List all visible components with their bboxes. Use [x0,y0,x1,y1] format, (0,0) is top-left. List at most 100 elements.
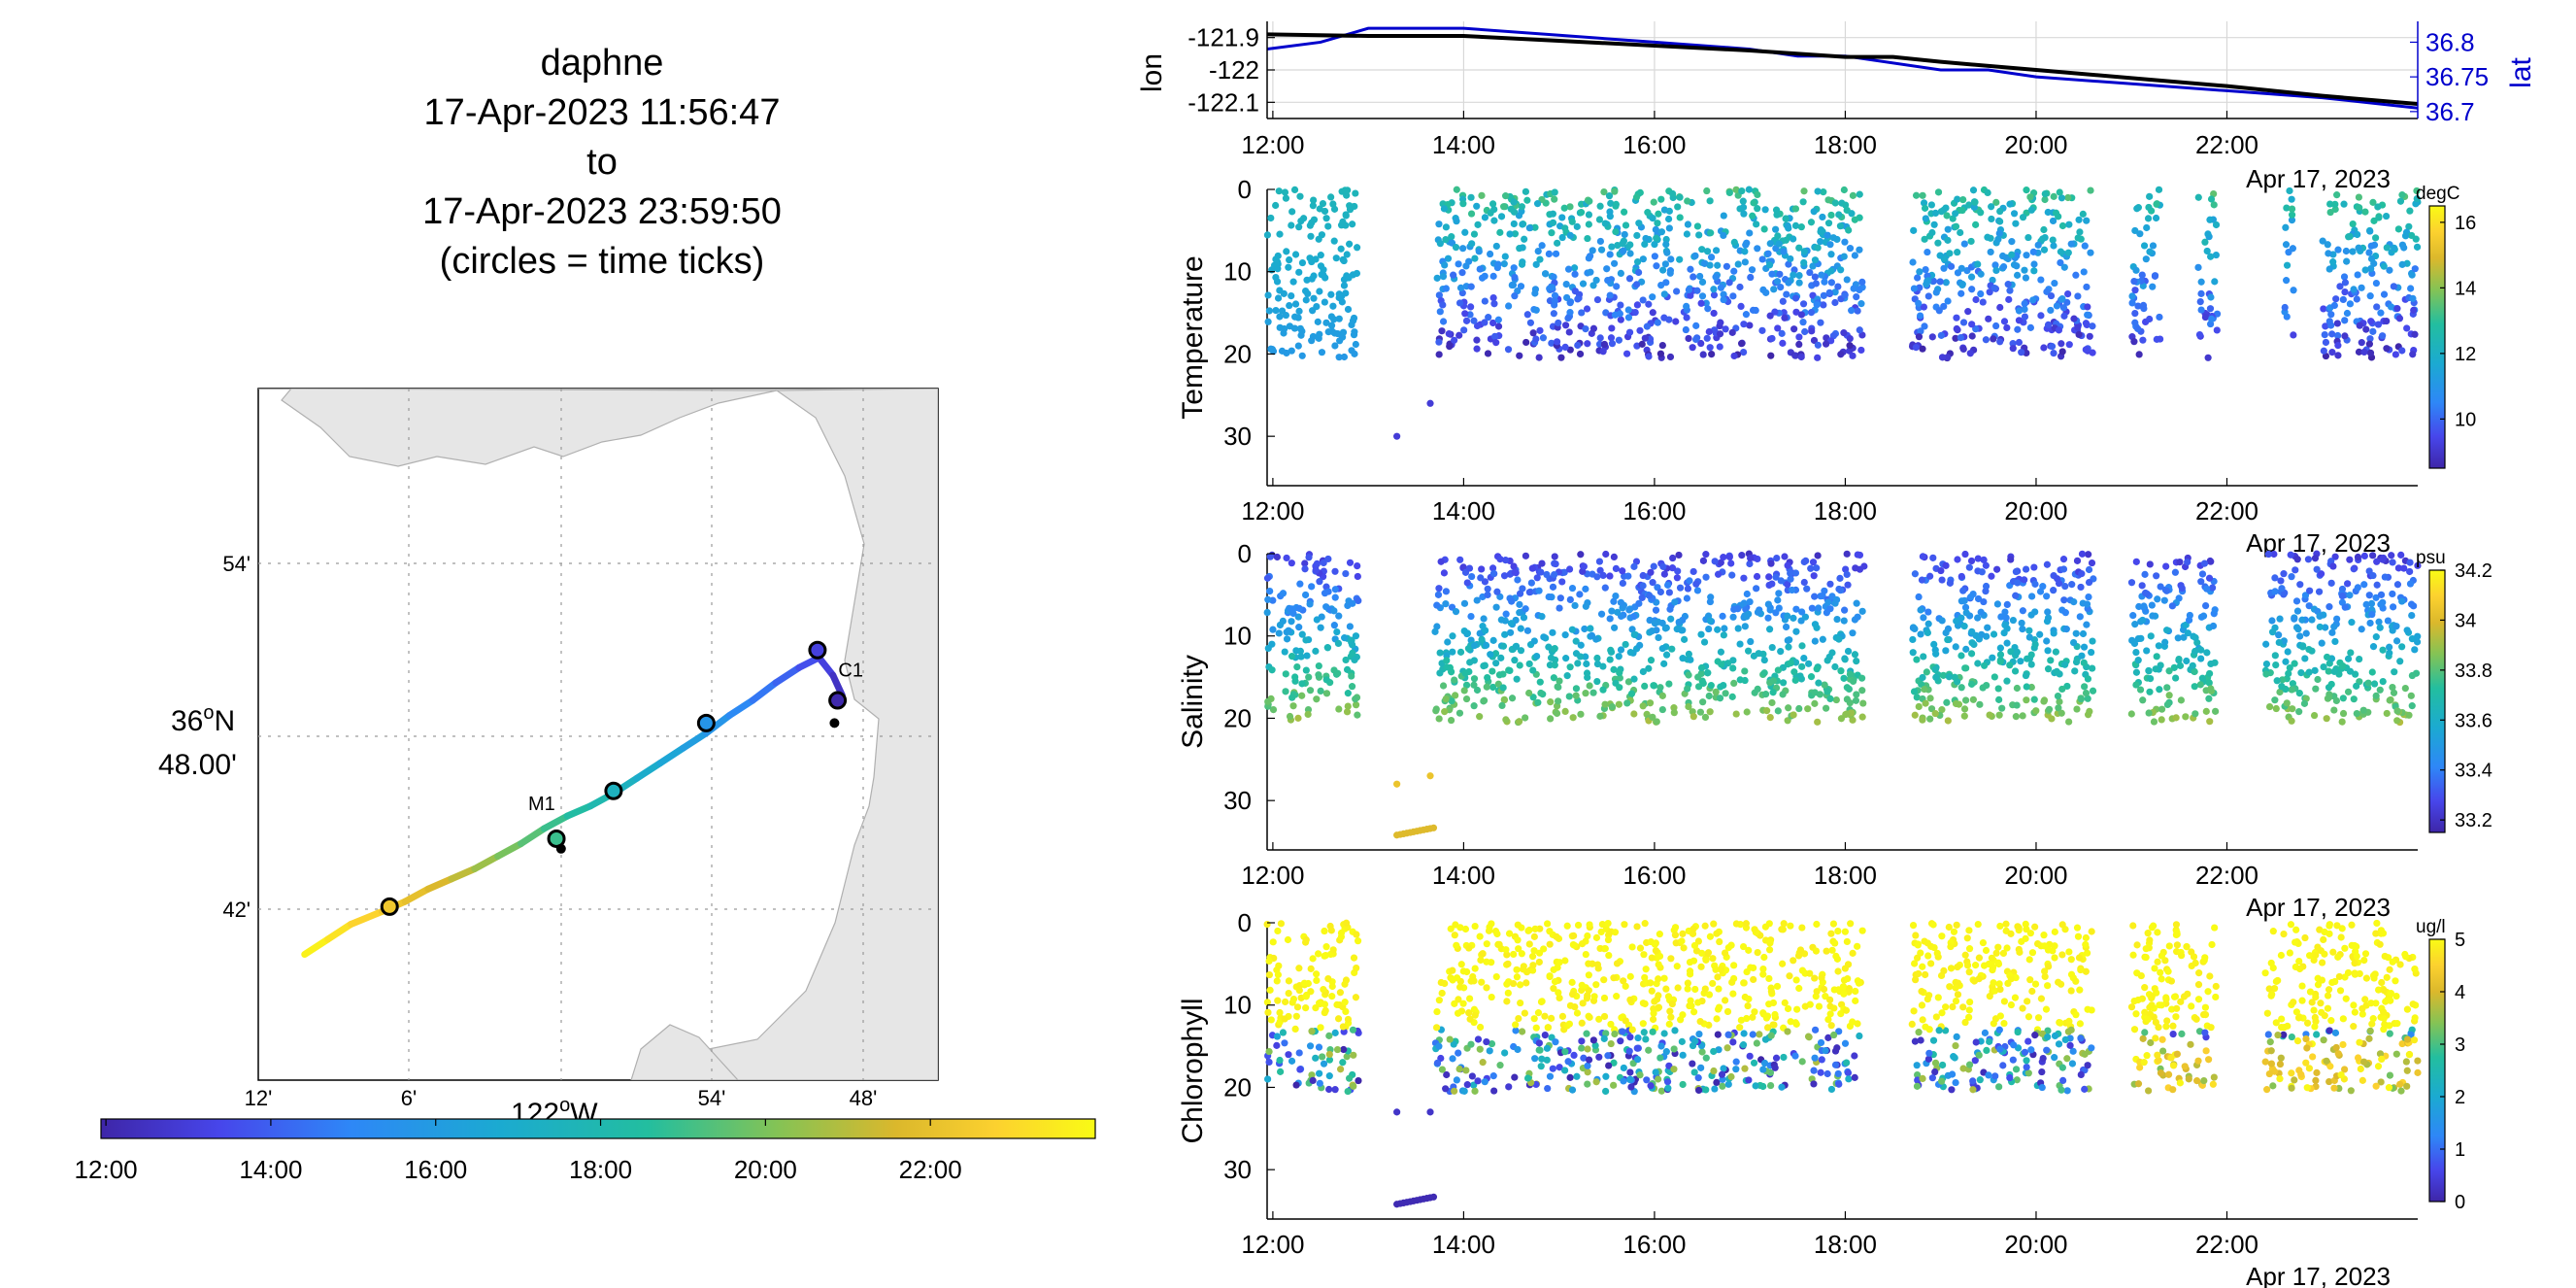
scatter-point [2059,1076,2067,1084]
scatter-point [1976,1076,1984,1084]
scatter-point [1828,946,1836,954]
scatter-point [2411,330,2419,338]
scatter-point [1333,1045,1342,1054]
scatter-point [2287,551,2294,559]
scatter-point [2057,980,2065,988]
scatter-point [1775,590,1783,597]
scatter-point [1276,1056,1284,1065]
scatter-point [1729,990,1737,998]
scatter-point [1950,928,1958,935]
scatter-point [1460,687,1468,695]
scatter-point [1837,715,1846,723]
scatter-point [2291,660,2298,667]
scatter-point [1489,683,1497,692]
scatter-point [1584,340,1591,348]
scatter-point [1995,711,2003,719]
scatter-point [1933,949,1941,957]
scatter-point [1765,974,1773,983]
scatter-point [1581,625,1589,633]
scatter-point [1810,208,1818,216]
scatter-point [1998,704,2006,712]
scatter-point [1685,650,1692,658]
scatter-point [2288,717,2295,725]
scatter-point [1577,710,1585,718]
scatter-point [2055,326,2063,334]
scatter-point [1749,1031,1756,1038]
scatter-point [2048,343,2057,351]
scatter-point [1996,338,2004,346]
scatter-point [1687,291,1694,299]
scatter-point [1794,952,1803,960]
scatter-point [1584,234,1591,243]
scatter-point [2356,1038,2363,1046]
scatter-point [2205,695,2213,702]
scatter-point [2129,612,2137,620]
scatter-point [2133,205,2141,213]
scatter-point [1934,994,1942,1001]
scatter-point [1658,619,1666,627]
scatter-point [1531,289,1539,297]
scatter-point [1974,555,1982,562]
scatter-point [1798,608,1806,616]
scatter-point [1492,339,1500,347]
scatter-point [1520,614,1528,622]
scatter-point [1489,569,1497,578]
scatter-point [2302,1034,2310,1043]
scatter-point [2176,661,2185,669]
scatter-point [1919,1074,1926,1082]
scatter-point [1730,962,1738,969]
scatter-point [1437,558,1445,565]
scatter-point [1919,716,1926,724]
scatter-point [2134,324,2142,333]
scatter-point [2323,1057,2330,1065]
scatter-point [1337,245,1345,253]
scatter-point [1264,1075,1272,1083]
scatter-point [1660,1030,1668,1037]
scatter-point [1662,985,1670,993]
scatter-point [1795,271,1803,280]
scatter-point [1276,230,1284,238]
scatter-point [1611,929,1620,936]
scatter-point [1344,1087,1352,1096]
scatter-point [1658,341,1666,350]
scatter-point [2128,299,2136,307]
scatter-point [1665,589,1673,596]
scatter-point [1346,623,1354,630]
scatter-point [1771,308,1779,316]
scatter-point [1474,1077,1482,1085]
scatter-point [1849,191,1857,199]
scatter-point [1750,652,1757,660]
scatter-point [1544,920,1552,928]
scatter-point [1716,695,1724,702]
scatter-point [2288,211,2296,219]
scatter-point [1693,287,1701,294]
scatter-point [2057,1019,2064,1027]
scatter-point [2398,347,2406,355]
scatter-point [1500,260,1508,268]
scatter-point [2340,200,2348,208]
scatter-point [1843,684,1851,692]
scatter-point [1455,299,1464,307]
scatter-point [1606,572,1614,580]
scatter-point [2200,559,2209,567]
scatter-point [1965,201,1973,209]
scatter-point [1578,1037,1586,1045]
scatter-point [1663,1078,1672,1086]
scatter-point [2342,247,2350,255]
scatter-point [1851,651,1859,659]
scatter-point [1268,666,1276,674]
scatter-point [2349,248,2357,255]
scatter-point [1601,584,1609,592]
scatter-point [1331,329,1339,337]
scatter-point [1468,572,1476,581]
scatter-point [1645,664,1653,672]
scatter-point [2282,658,2290,665]
scatter-point [2045,705,2054,713]
scatter-point [1623,350,1631,357]
scatter-point [1761,923,1769,931]
scatter-point [1512,1021,1520,1029]
scatter-point [1984,188,1991,196]
